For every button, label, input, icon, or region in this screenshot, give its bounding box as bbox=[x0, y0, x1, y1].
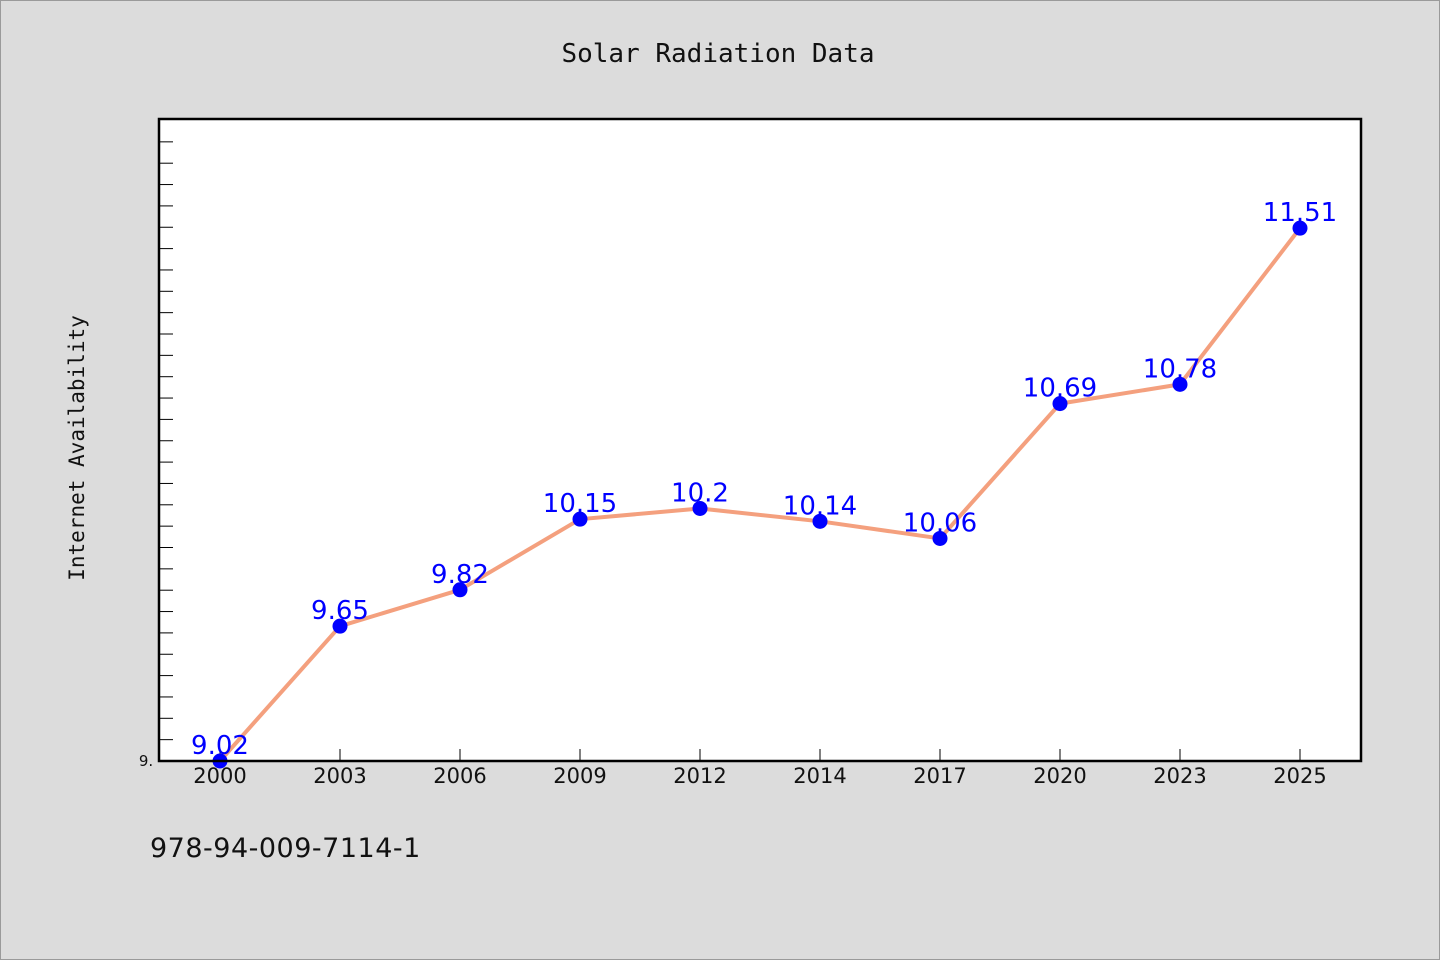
series-line-segment bbox=[458, 517, 582, 592]
data-point-marker bbox=[332, 618, 348, 634]
plot-area bbox=[159, 119, 1361, 761]
series-line-segment bbox=[218, 624, 342, 763]
x-tick-label: 2014 bbox=[793, 764, 846, 788]
data-label: 10.2 bbox=[671, 478, 729, 508]
series-line-segment bbox=[938, 401, 1062, 541]
data-point-marker bbox=[932, 530, 948, 546]
data-point-marker bbox=[452, 582, 468, 598]
data-point-marker bbox=[1052, 396, 1068, 412]
x-tick-label: 2017 bbox=[913, 764, 966, 788]
data-label: 9.82 bbox=[431, 560, 489, 590]
data-label: 10.15 bbox=[543, 489, 617, 519]
data-label: 10.69 bbox=[1023, 374, 1097, 404]
series-line-segment bbox=[1058, 382, 1182, 406]
data-point-marker bbox=[1172, 376, 1188, 392]
series-line-group bbox=[218, 226, 1302, 763]
data-label: 10.06 bbox=[903, 508, 977, 538]
series-line-segment bbox=[578, 506, 702, 522]
data-labels: 9.02 9.65 9.82 10.15 10.2 10.14 10.06 10.69 10.7… bbox=[191, 198, 1337, 761]
series-line-segment bbox=[698, 506, 822, 524]
isbn-footer: 978-94-009-7114-1 bbox=[150, 833, 421, 864]
x-tick-label: 2006 bbox=[433, 764, 486, 788]
y-axis-label: Internet Availability bbox=[65, 315, 89, 581]
series-line-segment bbox=[338, 587, 462, 629]
data-label: 9.02 bbox=[191, 731, 249, 761]
x-tick-label: 2020 bbox=[1033, 764, 1086, 788]
data-point-marker bbox=[692, 500, 708, 516]
x-tick-label: 2023 bbox=[1153, 764, 1206, 788]
series-line-segment bbox=[1178, 226, 1302, 387]
data-label: 11.51 bbox=[1263, 198, 1337, 228]
x-axis-ticks: 2000 2003 2006 2009 2012 2014 2017 2020 2023 2025 bbox=[193, 749, 1327, 788]
data-point-marker bbox=[812, 513, 828, 529]
y-tick-label: 9. bbox=[139, 752, 153, 770]
data-label: 10.78 bbox=[1143, 354, 1217, 384]
data-point-marker bbox=[572, 511, 588, 527]
x-tick-label: 2009 bbox=[553, 764, 606, 788]
data-label: 10.14 bbox=[783, 491, 857, 521]
x-tick-label: 2012 bbox=[673, 764, 726, 788]
plot-border bbox=[157, 117, 1363, 763]
x-tick-label: 2025 bbox=[1273, 764, 1326, 788]
data-point-marker bbox=[1292, 220, 1308, 236]
data-label: 9.65 bbox=[311, 596, 369, 626]
chart-title: Solar Radiation Data bbox=[561, 39, 874, 69]
x-tick-label: 2003 bbox=[313, 764, 366, 788]
series-line-segment bbox=[818, 519, 942, 541]
